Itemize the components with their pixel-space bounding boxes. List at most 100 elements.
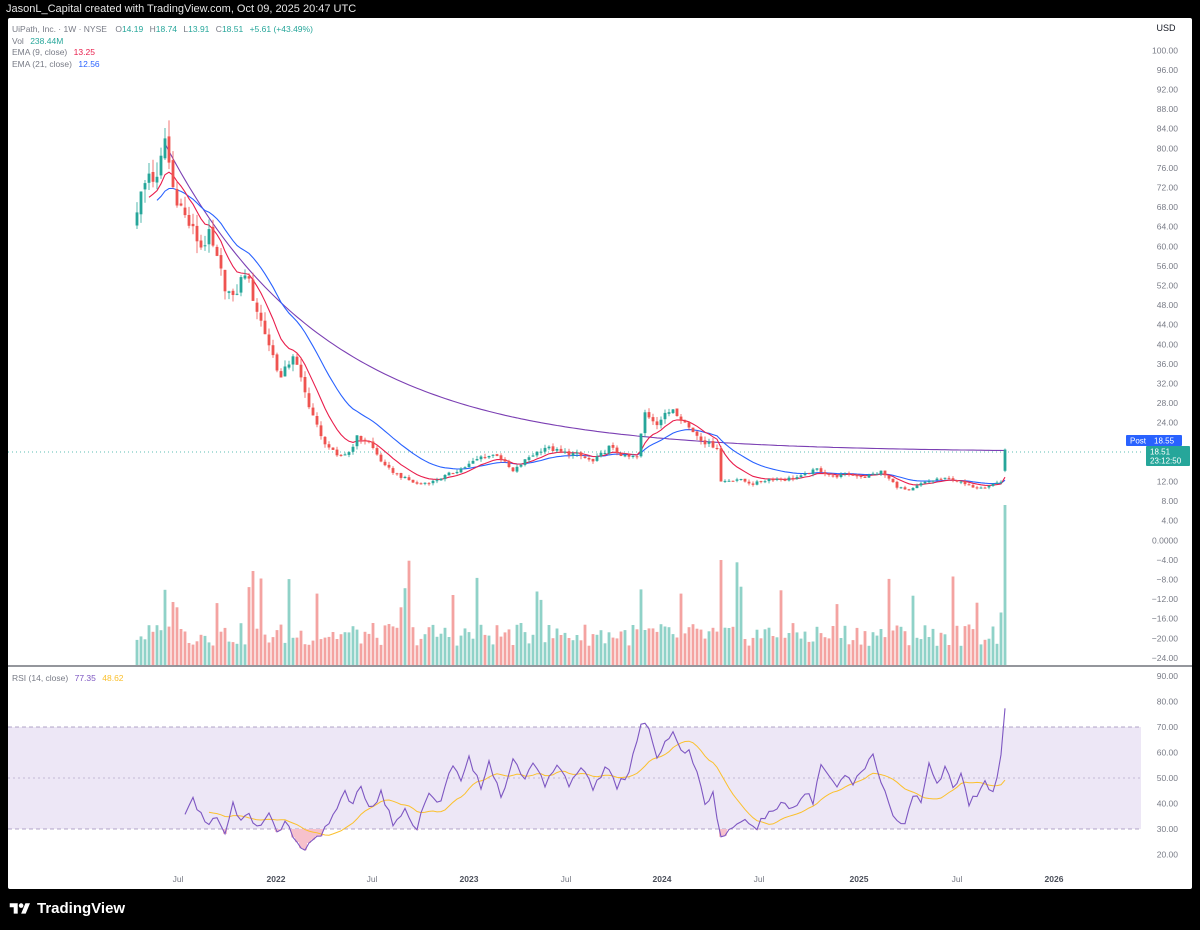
candle-body — [899, 487, 903, 489]
volume-bar — [139, 636, 143, 665]
candle-body — [867, 474, 871, 478]
legend-ema21-label: EMA (21, close) — [12, 59, 72, 69]
volume-bar — [291, 637, 295, 665]
legend: UiPath, Inc. · 1W · NYSE O14.19 H18.74 L… — [12, 24, 313, 683]
volume-bar — [207, 642, 211, 665]
price-tick-label: −8.00 — [1156, 575, 1178, 585]
volume-bar — [155, 625, 159, 665]
chart-panel[interactable]: 100.00 96.00 92.00 88.00 84.00 80.00 76.00 72.0… — [8, 18, 1192, 889]
legend-ema9-value: 13.25 — [74, 47, 96, 57]
volume-bar — [151, 631, 155, 665]
volume-bar — [483, 634, 487, 665]
volume-bar — [811, 641, 815, 665]
price-axis[interactable]: 100.00 96.00 92.00 88.00 84.00 80.00 76.00 72.0… — [1152, 45, 1179, 663]
volume-bar — [535, 591, 539, 665]
candle-body — [727, 480, 731, 482]
candle-body — [415, 482, 419, 484]
candle-body — [403, 476, 407, 478]
volume-bar — [975, 602, 979, 665]
price-tick-label: 48.00 — [1157, 300, 1179, 310]
candle-body — [679, 416, 683, 421]
time-axis[interactable]: Jul 2022 Jul 2023 Jul 2024 Jul 2025 Jul 2026 — [173, 874, 1064, 884]
candle-body — [355, 435, 359, 447]
candle-body — [439, 478, 443, 481]
volume-bar — [995, 643, 999, 665]
rsi-tick-label: 50.00 — [1157, 773, 1179, 783]
volume-bar — [295, 637, 299, 665]
candle-body — [563, 451, 567, 453]
volume-bar — [643, 630, 647, 665]
price-tick-label: 80.00 — [1157, 143, 1179, 153]
volume-bar — [751, 637, 755, 665]
time-tick-label: Jul — [173, 874, 184, 884]
candle-body — [923, 481, 927, 484]
legend-close: 18.51 — [222, 24, 244, 34]
candle-body — [855, 474, 859, 477]
volume-bar — [587, 645, 591, 665]
volume-bar — [639, 589, 643, 665]
volume-bar — [883, 637, 887, 665]
candle-body — [831, 475, 835, 477]
volume-bar — [971, 629, 975, 665]
candle-body — [287, 364, 291, 368]
volume-bar — [747, 645, 751, 665]
volume-bar — [743, 639, 747, 665]
candle-body — [223, 269, 227, 292]
chart-svg[interactable]: 100.00 96.00 92.00 88.00 84.00 80.00 76.00 72.0… — [8, 18, 1192, 889]
volume-bar — [315, 593, 319, 665]
price-tick-label: −24.00 — [1152, 653, 1179, 663]
tradingview-brand[interactable]: TradingView — [9, 900, 125, 917]
price-tick-label: 52.00 — [1157, 281, 1179, 291]
volume-bar — [171, 602, 175, 665]
volume-bar — [411, 627, 415, 665]
candle-body — [463, 467, 467, 469]
volume-bar — [487, 635, 491, 665]
volume-bar — [691, 624, 695, 665]
candle-body — [871, 473, 875, 475]
candle-body — [919, 483, 923, 486]
volume-bar — [519, 623, 523, 665]
candle-body — [527, 457, 531, 460]
candle-body — [151, 172, 155, 182]
last-price-badge-price: 18.51 — [1150, 448, 1171, 457]
candle-body — [435, 480, 439, 482]
legend-change: +5.61 (+43.49%) — [250, 24, 313, 34]
candle-body — [863, 476, 867, 478]
rsi-ma-line — [208, 740, 1006, 836]
price-tick-label: 56.00 — [1157, 261, 1179, 271]
volume-bar — [959, 645, 963, 665]
candle-body — [979, 487, 983, 489]
rsi-axis[interactable]: 90.00 80.00 70.00 60.00 50.00 40.00 30.00 20.00 — [1157, 671, 1179, 860]
candle-body — [487, 456, 491, 458]
volume-bar — [455, 645, 459, 665]
candle-body — [419, 483, 423, 485]
volume-bar — [715, 631, 719, 665]
volume-bar — [939, 632, 943, 665]
volume-bar — [215, 603, 219, 665]
currency-label[interactable]: USD — [1156, 23, 1176, 33]
volume-bar — [203, 635, 207, 665]
volume-bar — [471, 638, 475, 665]
volume-bar — [407, 560, 411, 665]
candle-body — [763, 481, 767, 483]
volume-bar — [851, 640, 855, 665]
volume-bar — [343, 632, 347, 665]
volume-bar — [183, 631, 187, 665]
post-badge: Post 18.55 — [1126, 435, 1182, 446]
candle-body — [291, 356, 295, 365]
candle-body — [671, 409, 675, 413]
volume-bar — [363, 631, 367, 665]
volume-bar — [495, 625, 499, 665]
volume-bar — [891, 630, 895, 665]
candle-body — [191, 223, 195, 227]
candle-body — [383, 461, 387, 466]
candle-body — [987, 485, 991, 488]
candle-body — [179, 203, 183, 206]
candle-body — [607, 445, 611, 454]
candle-body — [819, 468, 823, 473]
candle-body — [371, 441, 375, 448]
volume-bar — [523, 632, 527, 665]
time-tick-label: Jul — [754, 874, 765, 884]
candle-body — [203, 245, 207, 247]
candle-body — [627, 454, 631, 457]
